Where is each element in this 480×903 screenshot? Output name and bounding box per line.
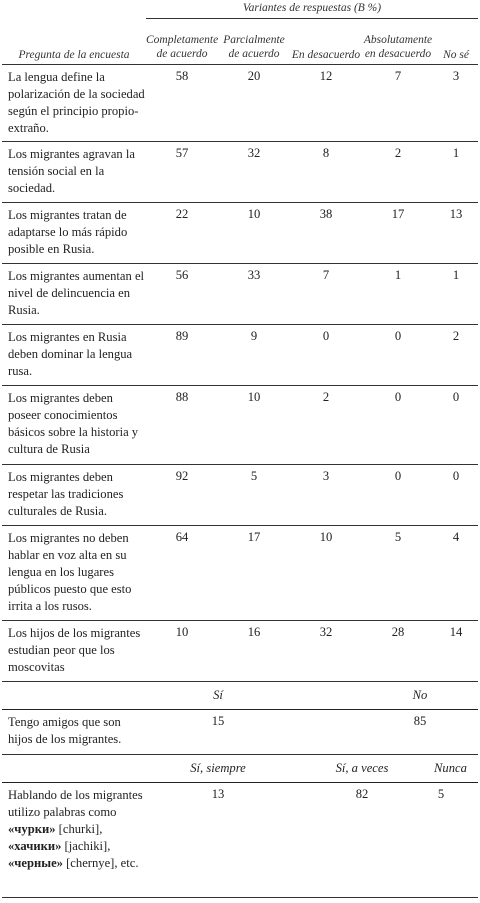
value-cell: 3 xyxy=(290,464,362,526)
value-cell: 92 xyxy=(146,464,218,526)
question-cell: Los migrantes deben respetar las tradici… xyxy=(2,464,146,526)
col-header-5: No sé xyxy=(434,18,478,65)
value-cell: 7 xyxy=(362,64,434,142)
words-label-never: Nunca xyxy=(434,760,467,775)
friends-label-no: No xyxy=(412,687,428,702)
value-cell: 2 xyxy=(434,324,478,386)
value-cell: 0 xyxy=(290,324,362,386)
word-churki: «чурки» xyxy=(8,821,56,836)
value-cell: 2 xyxy=(290,385,362,465)
table-row: Los hijos de los migrantes estudian peor… xyxy=(2,620,478,682)
table-row: Los migrantes tratan de adaptarse lo más… xyxy=(2,202,478,264)
value-cell: 10 xyxy=(218,385,290,465)
value-cell: 0 xyxy=(362,464,434,526)
value-cell: 1 xyxy=(434,263,478,325)
value-cell: 20 xyxy=(218,64,290,142)
words-value-always: 13 xyxy=(146,781,290,898)
value-cell: 64 xyxy=(146,525,218,621)
value-cell: 17 xyxy=(362,202,434,264)
value-cell: 56 xyxy=(146,263,218,325)
group-title: Variantes de respuestas (В %) xyxy=(146,0,478,19)
value-cell: 0 xyxy=(434,385,478,465)
word-jachiki: «хачики» xyxy=(8,838,62,853)
question-cell: Los migrantes en Rusia deben dominar la … xyxy=(2,324,146,386)
value-cell: 1 xyxy=(434,141,478,203)
value-cell: 88 xyxy=(146,385,218,465)
value-cell: 12 xyxy=(290,64,362,142)
table-row: La lengua define la polarización de la s… xyxy=(2,64,478,142)
words-question-text: Hablando de los migrantes utilizo palabr… xyxy=(8,787,143,819)
table-row: Los migrantes no deben hablar en voz alt… xyxy=(2,525,478,621)
value-cell: 14 xyxy=(434,620,478,682)
friends-question: Tengo amigos que son hijos de los migran… xyxy=(2,708,146,755)
value-cell: 58 xyxy=(146,64,218,142)
value-cell: 33 xyxy=(218,263,290,325)
word-chernye-translit: [chernye], etc. xyxy=(62,855,139,870)
value-cell: 7 xyxy=(290,263,362,325)
value-cell: 0 xyxy=(362,385,434,465)
value-cell: 9 xyxy=(218,324,290,386)
words-question: Hablando de los migrantes utilizo palabr… xyxy=(2,781,146,898)
col-header-3: En desacuerdo xyxy=(290,18,362,65)
value-cell: 22 xyxy=(146,202,218,264)
question-cell: Los migrantes tratan de adaptarse lo más… xyxy=(2,202,146,264)
words-label-always: Sí, siempre xyxy=(190,760,246,775)
value-cell: 10 xyxy=(218,202,290,264)
word-churki-translit: [churki], xyxy=(55,821,103,836)
value-cell: 10 xyxy=(290,525,362,621)
col-header-4: Absolutamente en desacuerdo xyxy=(362,18,434,65)
words-value-sometimes: 82 xyxy=(290,781,434,898)
word-chernye: «черные» xyxy=(8,855,63,870)
value-cell: 2 xyxy=(362,141,434,203)
value-cell: 5 xyxy=(218,464,290,526)
value-cell: 1 xyxy=(362,263,434,325)
value-cell: 0 xyxy=(362,324,434,386)
question-cell: La lengua define la polarización de la s… xyxy=(2,64,146,142)
question-cell: Los migrantes aumentan el nivel de delin… xyxy=(2,263,146,325)
question-cell: Los migrantes deben poseer conocimientos… xyxy=(2,385,146,465)
value-cell: 38 xyxy=(290,202,362,264)
table-row: Los migrantes agravan la tensión social … xyxy=(2,141,478,203)
value-cell: 32 xyxy=(290,620,362,682)
question-cell: Los migrantes no deben hablar en voz alt… xyxy=(2,525,146,621)
value-cell: 89 xyxy=(146,324,218,386)
table-body: La lengua define la polarización de la s… xyxy=(2,64,478,682)
question-column-header: Pregunta de la encuesta xyxy=(2,18,146,65)
value-cell: 17 xyxy=(218,525,290,621)
friends-label-yes: Sí xyxy=(213,687,223,702)
col-header-1: Completamente de acuerdo xyxy=(146,18,218,65)
question-cell: Los migrantes agravan la tensión social … xyxy=(2,141,146,203)
table-row: Los migrantes en Rusia deben dominar la … xyxy=(2,324,478,386)
table-row: Los migrantes deben respetar las tradici… xyxy=(2,464,478,526)
table-row: Los migrantes aumentan el nivel de delin… xyxy=(2,263,478,325)
question-cell: Los hijos de los migrantes estudian peor… xyxy=(2,620,146,682)
word-jachiki-translit: [jachiki], xyxy=(61,838,111,853)
value-cell: 8 xyxy=(290,141,362,203)
value-cell: 3 xyxy=(434,64,478,142)
value-cell: 4 xyxy=(434,525,478,621)
words-label-sometimes: Sí, a veces xyxy=(335,760,389,775)
value-cell: 10 xyxy=(146,620,218,682)
col-header-2: Parcialmente de acuerdo xyxy=(218,18,290,65)
value-cell: 5 xyxy=(362,525,434,621)
table-row: Los migrantes deben poseer conocimientos… xyxy=(2,385,478,465)
friends-value-no: 85 xyxy=(362,708,478,755)
value-cell: 57 xyxy=(146,141,218,203)
value-cell: 13 xyxy=(434,202,478,264)
value-cell: 28 xyxy=(362,620,434,682)
value-cell: 32 xyxy=(218,141,290,203)
value-cell: 16 xyxy=(218,620,290,682)
friends-value-yes: 15 xyxy=(146,708,290,755)
words-value-never: 5 xyxy=(434,781,478,898)
value-cell: 0 xyxy=(434,464,478,526)
